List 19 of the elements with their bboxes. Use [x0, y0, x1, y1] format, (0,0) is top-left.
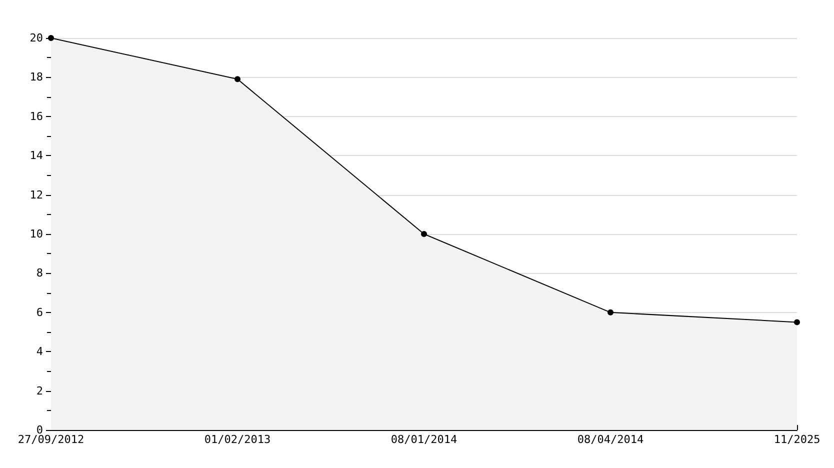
- point: [234, 76, 240, 82]
- point: [794, 319, 800, 326]
- point: [608, 309, 614, 316]
- y-tick-label: 4: [36, 345, 44, 358]
- y-tick-label: 12: [30, 188, 43, 202]
- y-tick-label: 18: [30, 70, 43, 84]
- y-tick-label: 14: [30, 149, 44, 162]
- x-tick-label: 11/2025: [774, 433, 820, 446]
- point: [48, 35, 54, 41]
- x-tick-label: 08/01/2014: [390, 433, 458, 446]
- y-tick-label: 16: [30, 110, 43, 123]
- x-tick-label: 08/04/2014: [577, 433, 644, 446]
- y-tick-label: 8: [36, 266, 43, 280]
- y-tick-label: 6: [36, 306, 43, 319]
- y-tick-label: 20: [30, 32, 43, 44]
- x-tick-label: 01/02/2013: [204, 433, 271, 446]
- y-tick-label: 2: [36, 384, 43, 398]
- point: [421, 231, 427, 237]
- y-tick-label: 10: [30, 228, 43, 240]
